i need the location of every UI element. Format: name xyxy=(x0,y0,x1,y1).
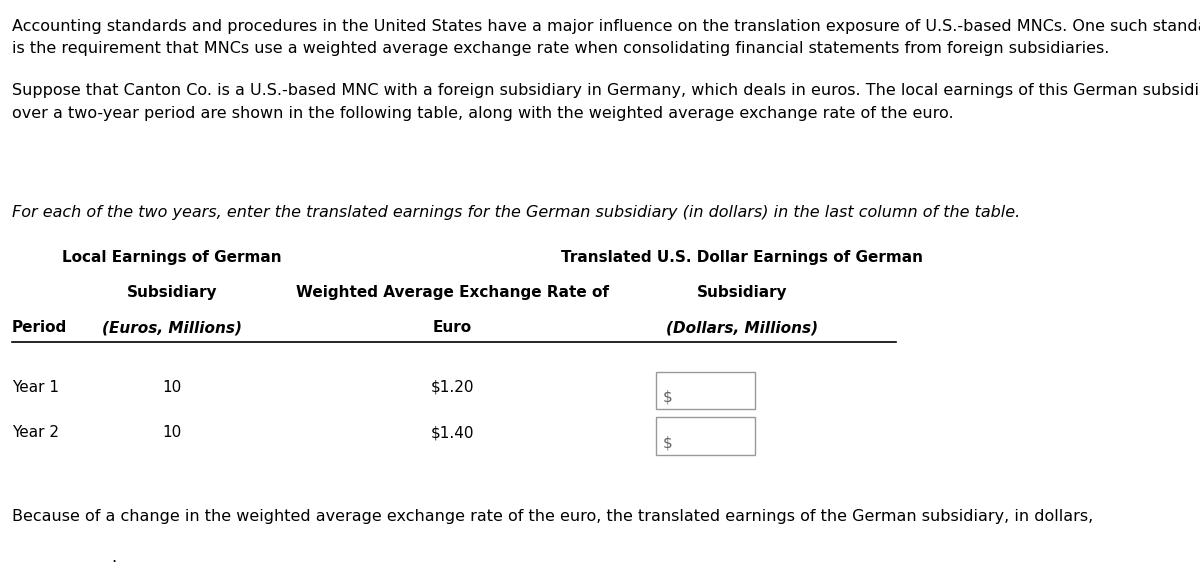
FancyBboxPatch shape xyxy=(656,372,756,409)
Text: Suppose that Canton Co. is a U.S.-based MNC with a foreign subsidiary in Germany: Suppose that Canton Co. is a U.S.-based … xyxy=(12,83,1200,120)
Text: 10: 10 xyxy=(162,379,181,395)
Text: Subsidiary: Subsidiary xyxy=(126,285,217,301)
Text: Local Earnings of German: Local Earnings of German xyxy=(62,251,282,265)
FancyBboxPatch shape xyxy=(656,417,756,455)
Text: .: . xyxy=(112,550,116,563)
Text: Because of a change in the weighted average exchange rate of the euro, the trans: Because of a change in the weighted aver… xyxy=(12,509,1093,524)
Text: Accounting standards and procedures in the United States have a major influence : Accounting standards and procedures in t… xyxy=(12,19,1200,56)
Text: Weighted Average Exchange Rate of: Weighted Average Exchange Rate of xyxy=(296,285,608,301)
Text: Year 1: Year 1 xyxy=(12,379,59,395)
Text: For each of the two years, enter the translated earnings for the German subsidia: For each of the two years, enter the tra… xyxy=(12,204,1020,220)
Text: $1.20: $1.20 xyxy=(431,379,474,395)
Text: (Euros, Millions): (Euros, Millions) xyxy=(102,320,242,336)
Text: 10: 10 xyxy=(162,426,181,440)
Text: (Dollars, Millions): (Dollars, Millions) xyxy=(666,320,818,336)
Text: $1.40: $1.40 xyxy=(431,426,474,440)
Text: Euro: Euro xyxy=(433,320,472,336)
Text: Subsidiary: Subsidiary xyxy=(697,285,787,301)
Polygon shape xyxy=(82,550,104,563)
Text: Period: Period xyxy=(12,320,67,336)
Text: $: $ xyxy=(662,389,672,404)
Text: Year 2: Year 2 xyxy=(12,426,59,440)
Text: Translated U.S. Dollar Earnings of German: Translated U.S. Dollar Earnings of Germa… xyxy=(560,251,923,265)
Text: $: $ xyxy=(662,435,672,450)
